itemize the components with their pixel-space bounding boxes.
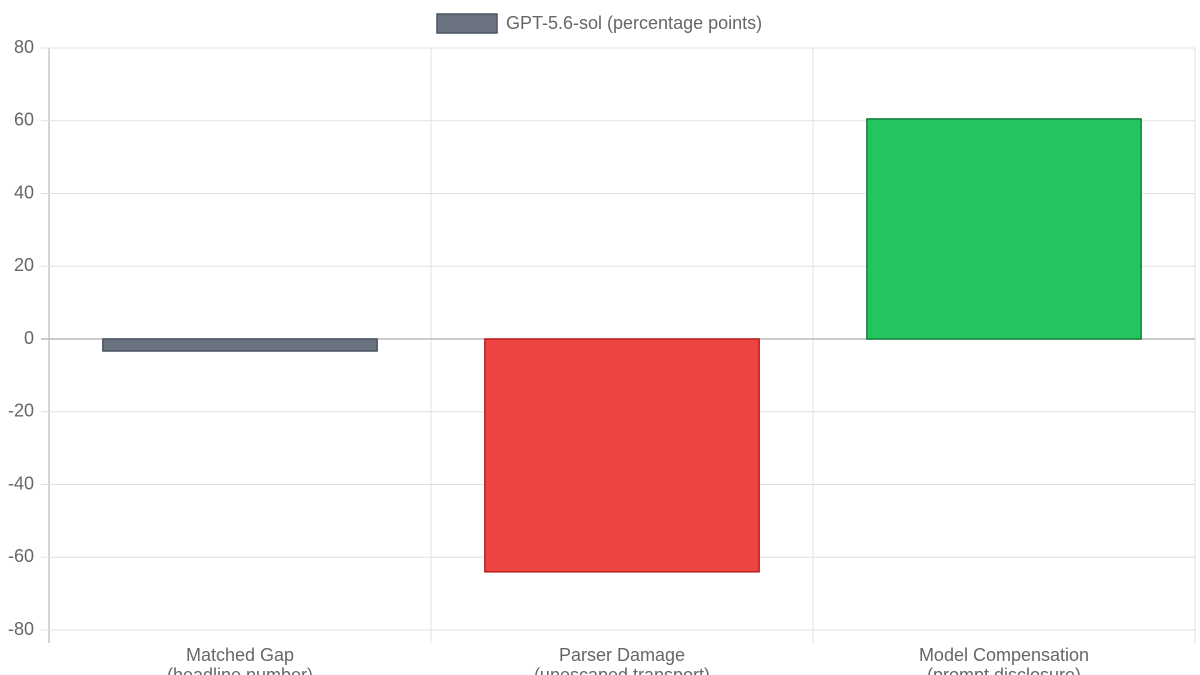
x-tick-label: Matched Gap — [186, 645, 294, 665]
y-tick-label: 40 — [14, 182, 34, 202]
legend: GPT-5.6-sol (percentage points) — [436, 13, 762, 34]
x-tick-label: (headline number) — [167, 665, 313, 675]
y-tick-label: -80 — [8, 619, 34, 639]
y-tick-label: -60 — [8, 546, 34, 566]
y-tick-label: 0 — [24, 328, 34, 348]
x-tick-label: (prompt disclosure) — [927, 665, 1081, 675]
x-tick-label: Model Compensation — [919, 645, 1089, 665]
legend-swatch — [436, 13, 498, 34]
y-tick-label: -20 — [8, 401, 34, 421]
legend-label: GPT-5.6-sol (percentage points) — [506, 13, 762, 33]
y-tick-label: 20 — [14, 255, 34, 275]
y-tick-label: 60 — [14, 110, 34, 130]
bar — [102, 338, 378, 352]
y-tick-label: -40 — [8, 473, 34, 493]
bar — [866, 118, 1142, 340]
x-tick-label: Parser Damage — [559, 645, 685, 665]
x-tick-label: (unescaped transport) — [534, 665, 710, 675]
bar — [484, 338, 760, 573]
y-tick-label: 80 — [14, 37, 34, 57]
